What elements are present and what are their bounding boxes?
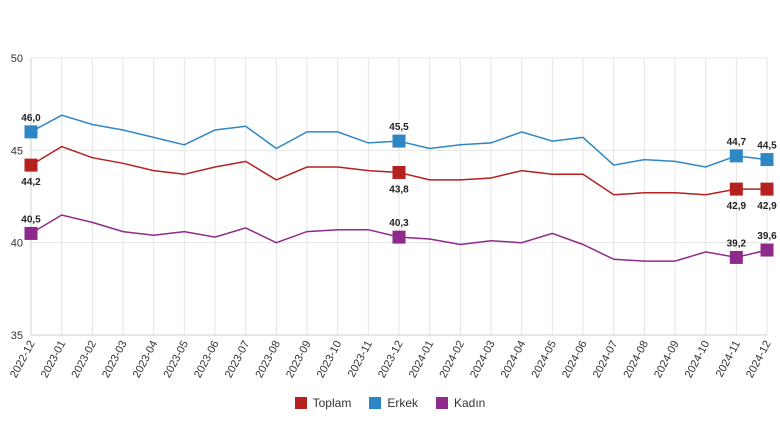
x-tick-label: 2023-02	[69, 339, 99, 380]
x-tick-label: 2023-01	[39, 339, 69, 380]
x-tick-label: 2024-04	[499, 339, 529, 380]
x-tick-label: 2024-06	[560, 339, 590, 380]
legend-item-kadin[interactable]: Kadın	[436, 396, 485, 410]
x-tick-label: 2024-03	[468, 339, 498, 380]
legend: Toplam Erkek Kadın	[0, 396, 780, 410]
data-point-marker	[24, 125, 38, 139]
legend-label: Erkek	[387, 396, 418, 410]
x-tick-label: 2024-07	[591, 339, 621, 380]
legend-label: Kadın	[454, 396, 486, 410]
legend-swatch-kadin	[436, 397, 448, 409]
data-point-marker	[24, 158, 38, 172]
legend-item-toplam[interactable]: Toplam	[294, 396, 352, 410]
x-tick-label: 2024-12	[744, 339, 774, 380]
x-tick-label: 2023-08	[253, 339, 283, 380]
x-tick-label: 2023-05	[161, 339, 191, 380]
data-point-marker	[760, 153, 774, 167]
x-tick-label: 2023-07	[223, 339, 253, 380]
data-label: 42,9	[757, 201, 777, 212]
data-label: 46,0	[21, 113, 41, 124]
data-label: 44,5	[757, 141, 777, 152]
y-tick-label: 45	[11, 145, 23, 157]
data-label: 39,6	[757, 231, 777, 242]
data-point-marker	[392, 230, 406, 244]
data-point-marker	[760, 243, 774, 257]
x-tick-label: 2022-12	[8, 339, 38, 380]
data-label: 40,5	[21, 214, 41, 225]
data-label: 43,8	[389, 184, 409, 195]
x-tick-label: 2024-01	[407, 339, 437, 380]
y-tick-label: 35	[11, 330, 23, 342]
data-label: 44,2	[21, 177, 41, 188]
data-point-marker	[392, 134, 406, 148]
data-label: 42,9	[727, 201, 747, 212]
x-tick-label: 2024-11	[714, 339, 743, 380]
series-layer	[24, 114, 774, 264]
data-label: 44,7	[727, 137, 747, 148]
x-tick-label: 2024-09	[652, 339, 682, 380]
x-tick-label: 2024-05	[529, 339, 559, 380]
x-tick-label: 2024-02	[437, 339, 467, 380]
x-tick-label: 2023-06	[192, 339, 222, 380]
x-tick-label: 2023-04	[131, 339, 161, 380]
legend-label: Toplam	[312, 396, 352, 410]
x-tick-label: 2023-12	[376, 339, 406, 380]
legend-swatch-erkek	[369, 397, 382, 409]
x-tick-label: 2023-09	[284, 339, 314, 380]
data-point-marker	[24, 226, 38, 240]
data-point-marker	[760, 182, 774, 196]
legend-swatch-toplam	[294, 397, 307, 409]
data-label: 45,5	[389, 122, 409, 133]
x-tick-label: 2024-10	[683, 339, 713, 380]
y-tick-label: 40	[11, 238, 23, 250]
data-point-marker	[729, 250, 743, 264]
y-axis: 35 40 45 50	[11, 53, 23, 342]
y-tick-label: 50	[11, 53, 23, 65]
data-labels: 44,2 43,8 42,9 42,9 46,0 45,5 44,7 44,5 40,5 40,3…	[21, 113, 777, 250]
x-tick-label: 2023-10	[315, 339, 345, 380]
data-label: 39,2	[727, 238, 747, 249]
data-point-marker	[729, 149, 743, 163]
data-point-marker	[392, 165, 406, 179]
x-tick-label: 2023-11	[346, 339, 375, 380]
x-tick-label: 2024-08	[621, 339, 651, 380]
data-label: 40,3	[389, 218, 409, 229]
legend-item-erkek[interactable]: Erkek	[369, 396, 418, 410]
x-axis: 2022-12 2023-01 2023-02 2023-03 2023-04 2023-…	[8, 339, 774, 380]
grid-lines	[30, 57, 768, 336]
data-point-marker	[729, 182, 743, 196]
x-tick-label: 2023-03	[100, 339, 130, 380]
